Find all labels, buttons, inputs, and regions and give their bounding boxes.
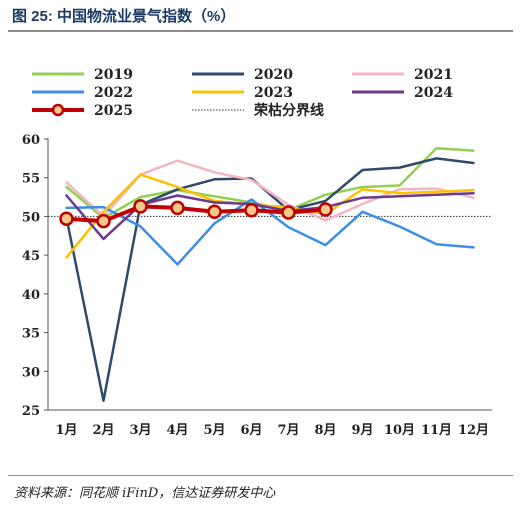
legend-item-2022: 2022 [32, 85, 133, 101]
x-tick-label-5: 5月 [203, 423, 225, 438]
series-point-2025-6 [244, 202, 259, 218]
figure-title: 图 25: 中国物流业景气指数（%） [12, 8, 236, 25]
series-2023 [65, 173, 475, 259]
series-point-2025-1 [59, 211, 74, 227]
y-tick-label-50: 50 [22, 210, 40, 225]
x-tick-label-6: 6月 [240, 423, 262, 438]
x-tick-label-1: 1月 [55, 423, 77, 438]
chart-axes: 25 30 35 40 45 50 55 60 1月 2月 3月 4月 5月 6月 7月 8月 9月 10月 11月… [22, 133, 492, 438]
series-2025 [59, 199, 333, 229]
series-line-2023 [65, 173, 475, 259]
x-tick-label-11: 11月 [421, 423, 452, 438]
x-tick-label-8: 8月 [314, 423, 336, 438]
series-point-2025-2 [96, 213, 111, 229]
chart: 2019 2020 2021 2022 2023 2024 2025 荣枯分界线 25 30 35… [22, 67, 492, 438]
x-tick-label-9: 9月 [351, 423, 373, 438]
bottom-rule [8, 475, 513, 476]
top-rule [8, 30, 513, 32]
chart-legend: 2019 2020 2021 2022 2023 2024 2025 荣枯分界线 [32, 67, 453, 119]
figure-header: 图 25: 中国物流业景气指数（%） [0, 0, 521, 30]
series-line-2022 [65, 198, 475, 266]
legend-label-2025: 2025 [94, 103, 133, 119]
y-tick-label-35: 35 [22, 327, 40, 342]
x-tick-label-10: 10月 [384, 423, 415, 438]
series-point-2025-8 [318, 202, 333, 217]
y-tick-label-45: 45 [22, 249, 40, 264]
x-tick-label-3: 3月 [129, 423, 151, 438]
x-tick-label-4: 4月 [166, 423, 188, 438]
legend-marker-2025 [51, 103, 65, 117]
legend-item-2021: 2021 [352, 67, 453, 83]
legend-item-2023: 2023 [192, 85, 293, 101]
legend-label-2023: 2023 [254, 85, 293, 101]
series-line-2020 [65, 157, 475, 402]
legend-item-2020: 2020 [192, 67, 293, 83]
legend-label-2022: 2022 [94, 85, 133, 101]
y-tick-label-55: 55 [22, 172, 40, 187]
legend-label-2019: 2019 [94, 67, 133, 83]
y-tick-label-40: 40 [22, 288, 40, 303]
legend-label-2020: 2020 [254, 67, 293, 83]
figure-source: 资料来源：同花顺 iFinD，信达证券研发中心 [14, 486, 276, 501]
x-tick-label-2: 2月 [92, 423, 114, 438]
legend-item-2024: 2024 [352, 85, 453, 101]
x-tick-label-12: 12月 [458, 423, 489, 438]
series-point-2025-5 [207, 204, 222, 220]
legend-item-reference: 荣枯分界线 [192, 102, 324, 119]
y-tick-label-30: 30 [22, 365, 40, 380]
series-point-2025-4 [170, 200, 185, 216]
legend-label-2021: 2021 [414, 67, 453, 83]
legend-item-2019: 2019 [32, 67, 133, 83]
legend-item-2025: 2025 [32, 103, 133, 119]
legend-label-2024: 2024 [414, 85, 453, 101]
x-tick-label-7: 7月 [277, 423, 299, 438]
series-2020 [65, 157, 475, 402]
series-point-2025-7 [281, 205, 296, 220]
series-point-2025-3 [133, 199, 148, 214]
series-2022 [65, 198, 475, 266]
legend-label-reference: 荣枯分界线 [253, 102, 324, 119]
y-tick-label-25: 25 [22, 404, 40, 419]
y-tick-label-60: 60 [22, 133, 40, 148]
chart-series [59, 147, 475, 402]
